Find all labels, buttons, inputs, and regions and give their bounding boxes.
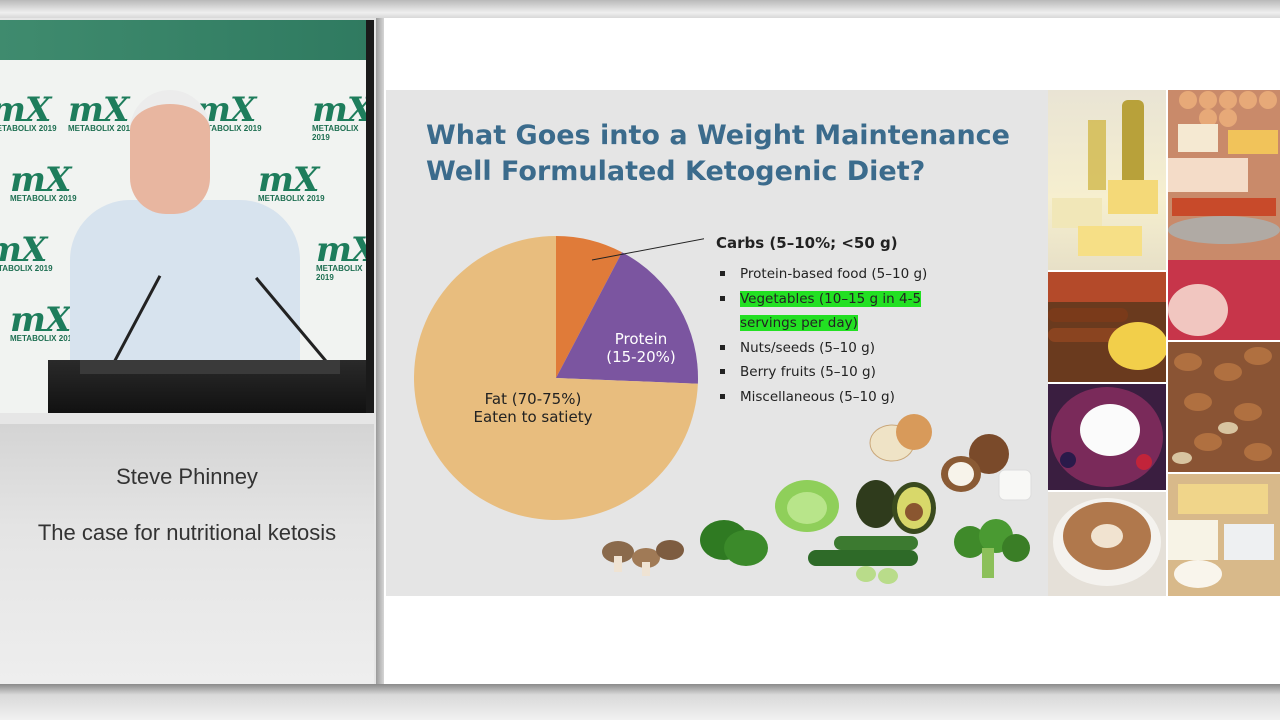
podium-top — [80, 360, 340, 374]
broccoli-image — [954, 519, 1030, 578]
coconut-image — [941, 434, 1032, 501]
slide-title: What Goes into a Weight Maintenance Well… — [426, 118, 1026, 190]
panel-divider — [376, 18, 384, 684]
carbs-heading: Carbs (5–10%; <50 g) — [716, 234, 898, 252]
protein-slice — [556, 252, 698, 384]
bacon-eggs-photo — [1048, 272, 1166, 382]
slide-title-line-1: What Goes into a Weight Maintenance — [426, 120, 1010, 151]
protein-slice-label: Protein (15-20%) — [606, 330, 676, 366]
video-edge — [366, 20, 374, 413]
macronutrient-pie-chart — [414, 236, 704, 520]
speaker-figure — [60, 90, 360, 400]
speaker-name: Steve Phinney — [116, 464, 258, 489]
list-item: Nuts/seeds (5–10 g) — [718, 336, 958, 361]
caption-panel: Steve Phinney The case for nutritional k… — [0, 424, 374, 684]
onion-image — [869, 414, 932, 462]
list-item: Miscellaneous (5–10 g) — [718, 385, 958, 410]
carbs-leader-line — [591, 238, 704, 261]
video-top-band — [0, 20, 374, 60]
eggs-meat-fish-photo — [1168, 90, 1280, 340]
slide-title-line-2: Well Formulated Ketogenic Diet? — [426, 156, 926, 187]
mushroom-image — [602, 540, 684, 576]
slide[interactable]: What Goes into a Weight Maintenance Well… — [386, 90, 1048, 596]
berries-cream-photo — [1048, 384, 1166, 490]
food-photo-collage — [1048, 90, 1280, 596]
speaker-head — [130, 90, 210, 214]
list-item: Vegetables (10–15 g in 4-5 servings per … — [718, 287, 958, 336]
coffee-photo — [1048, 492, 1166, 596]
carbs-slice — [556, 236, 622, 378]
fat-slice — [414, 236, 698, 520]
fat-slice-label: Fat (70-75%) Eaten to satiety — [473, 390, 593, 426]
top-frame-bar — [0, 0, 1280, 18]
avocado-image — [856, 480, 936, 534]
oils-butter-photo — [1048, 90, 1166, 270]
list-item: Berry fruits (5–10 g) — [718, 360, 958, 385]
talk-title: The case for nutritional ketosis — [37, 520, 337, 545]
list-item: Protein-based food (5–10 g) — [718, 262, 958, 287]
cheese-photo — [1168, 474, 1280, 596]
lettuce-image — [775, 480, 839, 532]
spinach-image — [700, 520, 768, 566]
nuts-photo — [1168, 342, 1280, 472]
zucchini-image — [808, 536, 918, 584]
carb-sources-list: Protein-based food (5–10 g) Vegetables (… — [718, 262, 958, 409]
bottom-frame-bar — [0, 684, 1280, 720]
